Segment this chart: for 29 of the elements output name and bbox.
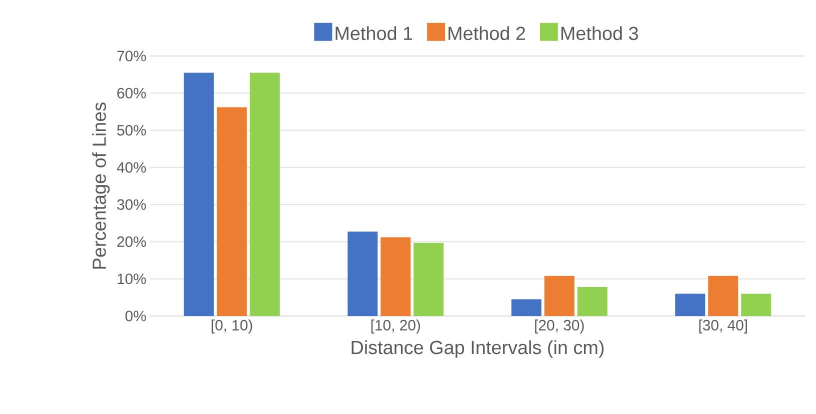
bar bbox=[414, 242, 444, 316]
y-tick-label: 10% bbox=[118, 274, 146, 284]
bar bbox=[511, 299, 542, 316]
y-axis-title: Percentage of Lines bbox=[92, 102, 110, 269]
y-tick-label: 60% bbox=[117, 88, 146, 98]
x-tick-label: [10, 20) bbox=[371, 320, 420, 334]
bar bbox=[380, 237, 411, 316]
bar bbox=[708, 276, 738, 316]
y-tick-label: 70% bbox=[117, 50, 146, 62]
x-tick-label: [20, 30) bbox=[535, 320, 584, 334]
bar bbox=[544, 276, 574, 316]
bar bbox=[216, 107, 247, 316]
y-tick-label: 30% bbox=[117, 199, 146, 210]
bar bbox=[250, 72, 280, 316]
y-tick-label: 0% bbox=[125, 310, 146, 322]
y-tick-label: 40% bbox=[116, 162, 146, 173]
x-tick-label: [0, 10) bbox=[212, 320, 252, 334]
bar bbox=[675, 294, 706, 316]
bar bbox=[184, 72, 214, 316]
bar bbox=[741, 294, 772, 316]
legend-label: Method 1 bbox=[336, 26, 412, 40]
legend-label: Method 3 bbox=[561, 26, 638, 40]
bar bbox=[577, 287, 608, 316]
x-axis-title: Distance Gap Intervals (in cm) bbox=[352, 340, 604, 358]
y-tick-label: 50% bbox=[117, 124, 146, 136]
x-tick-label: [30, 40] bbox=[699, 320, 747, 334]
y-tick-label: 20% bbox=[117, 236, 146, 247]
bar bbox=[348, 232, 378, 316]
legend-label: Method 2 bbox=[448, 26, 525, 40]
